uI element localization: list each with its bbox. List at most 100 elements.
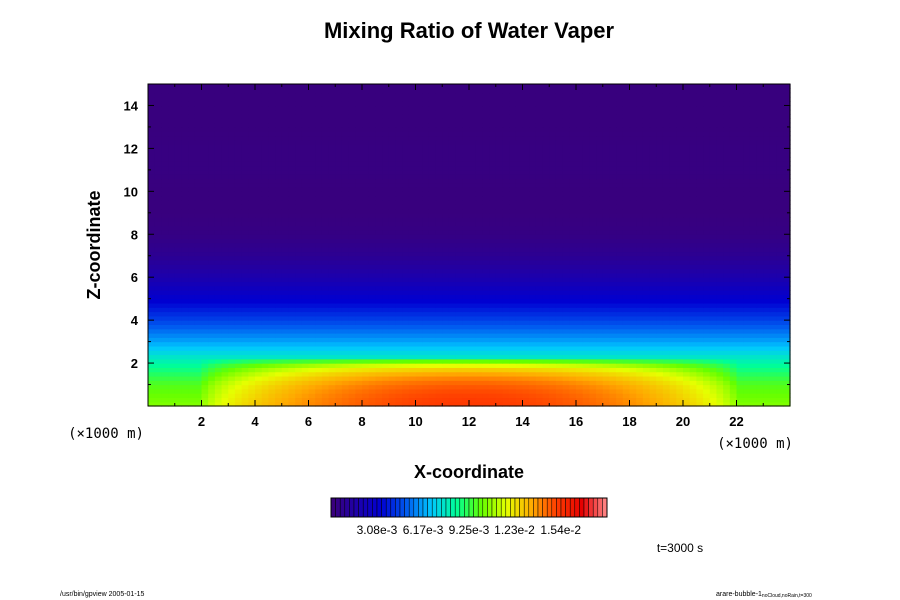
heatmap-cell: [455, 187, 463, 192]
heatmap-cell: [522, 238, 530, 244]
heatmap-cell: [502, 328, 510, 334]
heatmap-cell: [234, 320, 243, 326]
heatmap-cell: [462, 195, 470, 201]
heatmap-cell: [555, 302, 564, 308]
heatmap-cell: [475, 388, 483, 394]
heatmap-cell: [341, 388, 350, 394]
heatmap-cell: [148, 251, 156, 257]
heatmap-cell: [281, 333, 290, 338]
heatmap-cell: [442, 307, 450, 313]
heatmap-cell: [502, 371, 510, 377]
heatmap-cell: [736, 328, 744, 334]
heatmap-cell: [763, 375, 771, 381]
heatmap-cell: [448, 281, 457, 287]
heatmap-cell: [683, 238, 691, 244]
heatmap-cell: [168, 217, 176, 222]
heatmap-cell: [609, 311, 617, 317]
heatmap-cell: [442, 281, 450, 287]
heatmap-cell: [234, 268, 243, 274]
heatmap-cell: [729, 298, 738, 304]
heatmap-cell: [609, 225, 617, 231]
heatmap-cell: [475, 195, 483, 201]
heatmap-cell: [689, 242, 697, 248]
heatmap-cell: [388, 229, 397, 235]
heatmap-cell: [301, 315, 310, 321]
heatmap-cell: [763, 199, 771, 205]
heatmap-cell: [248, 187, 256, 192]
heatmap-cell: [261, 225, 269, 231]
heatmap-cell: [388, 268, 397, 274]
heatmap-cell: [555, 260, 564, 265]
heatmap-cell: [388, 363, 397, 368]
heatmap-cell: [168, 208, 176, 214]
heatmap-cell: [676, 333, 684, 338]
heatmap-cell: [696, 221, 704, 227]
heatmap-cell: [462, 384, 470, 390]
heatmap-cell: [482, 281, 490, 287]
heatmap-cell: [716, 311, 724, 317]
heatmap-cell: [756, 264, 764, 270]
heatmap-cell: [562, 298, 570, 304]
heatmap-cell: [255, 187, 263, 192]
heatmap-cell: [388, 225, 397, 231]
heatmap-cell: [348, 354, 356, 360]
heatmap-cell: [174, 393, 183, 399]
heatmap-cell: [669, 375, 677, 381]
heatmap-cell: [569, 315, 577, 321]
heatmap-cell: [368, 393, 376, 399]
heatmap-cell: [241, 337, 249, 343]
heatmap-cell: [555, 277, 564, 283]
heatmap-cell: [188, 358, 196, 364]
heatmap-cell: [683, 182, 691, 188]
heatmap-cell: [154, 277, 162, 283]
heatmap-cell: [442, 208, 450, 214]
heatmap-cell: [435, 264, 443, 270]
heatmap-cell: [455, 307, 463, 313]
heatmap-cell: [596, 268, 604, 274]
heatmap-cell: [522, 294, 530, 300]
heatmap-cell: [295, 242, 303, 248]
heatmap-cell: [234, 247, 243, 253]
heatmap-cell: [214, 333, 223, 338]
heatmap-cell: [636, 328, 644, 334]
heatmap-cell: [214, 217, 223, 222]
heatmap-cell: [415, 290, 423, 295]
heatmap-cell: [696, 354, 704, 360]
heatmap-cell: [408, 358, 417, 364]
heatmap-cell: [676, 315, 684, 321]
heatmap-cell: [261, 354, 269, 360]
heatmap-cell: [589, 272, 597, 278]
heatmap-cell: [301, 234, 310, 240]
heatmap-cell: [388, 182, 397, 188]
heatmap-cell: [301, 337, 310, 343]
heatmap-cell: [636, 212, 644, 218]
heatmap-cell: [422, 234, 430, 240]
heatmap-cell: [756, 191, 764, 197]
heatmap-cell: [362, 320, 370, 326]
heatmap-cell: [255, 371, 263, 377]
heatmap-cell: [375, 328, 383, 334]
heatmap-cell: [689, 277, 697, 283]
heatmap-cell: [168, 212, 176, 218]
heatmap-cell: [455, 225, 463, 231]
heatmap-cell: [248, 363, 256, 368]
heatmap-cell: [482, 255, 490, 261]
heatmap-cell: [261, 328, 269, 334]
heatmap-cell: [181, 350, 189, 356]
heatmap-cell: [716, 290, 724, 295]
heatmap-cell: [495, 393, 504, 399]
heatmap-cell: [261, 380, 269, 386]
heatmap-cell: [395, 397, 403, 403]
heatmap-cell: [495, 354, 504, 360]
heatmap-cell: [295, 281, 303, 287]
heatmap-cell: [515, 371, 524, 377]
heatmap-cell: [368, 268, 376, 274]
heatmap-cell: [776, 277, 784, 283]
heatmap-cell: [475, 315, 483, 321]
heatmap-cell: [201, 358, 209, 364]
heatmap-cell: [402, 199, 410, 205]
heatmap-cell: [515, 401, 524, 407]
heatmap-cell: [696, 371, 704, 377]
heatmap-cell: [281, 354, 290, 360]
heatmap-cell: [388, 367, 397, 373]
